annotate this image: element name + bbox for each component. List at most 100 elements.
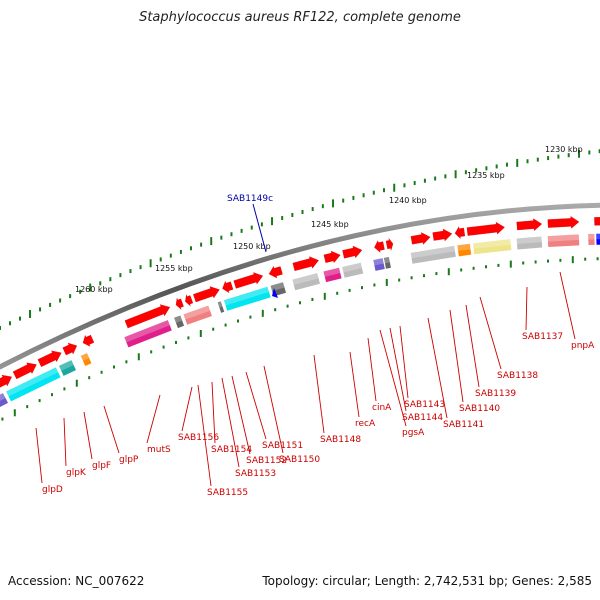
scale-tick xyxy=(119,273,122,278)
gene-arrow xyxy=(124,304,171,329)
scale-tick xyxy=(423,178,426,183)
scale-tick xyxy=(281,216,284,221)
scale-tick xyxy=(536,157,539,162)
gene-label: recA xyxy=(355,419,376,429)
scale-tick xyxy=(210,237,213,246)
inner-tick xyxy=(534,260,537,264)
inner-tick xyxy=(249,315,252,319)
inner-tick xyxy=(385,278,388,286)
scale-tick xyxy=(505,162,508,167)
scale-tick xyxy=(413,180,416,185)
inner-tick xyxy=(559,258,562,262)
gene-arrow xyxy=(342,245,363,259)
inner-tick xyxy=(237,319,239,323)
leader-line xyxy=(465,304,480,388)
inner-tick xyxy=(1,417,4,421)
gene-arrow xyxy=(37,350,62,367)
scale-tick xyxy=(598,149,600,154)
inner-tick xyxy=(596,257,599,261)
gene-block xyxy=(183,305,212,325)
gene-arrow xyxy=(516,218,543,231)
gene-block xyxy=(342,262,364,278)
leader-line xyxy=(427,317,448,419)
scale-tick xyxy=(352,195,355,200)
scale-label: 1260 kbp xyxy=(75,285,113,294)
inner-tick xyxy=(150,350,153,354)
scale-tick xyxy=(454,170,457,179)
gene-label: SAB1156 xyxy=(178,433,219,443)
inner-tick xyxy=(286,304,289,308)
gene-block xyxy=(516,236,543,250)
label-leader-lines xyxy=(35,271,576,487)
gene-arrow xyxy=(12,362,37,380)
genome-backbone xyxy=(0,202,600,370)
scale-tick xyxy=(444,174,447,179)
scale-tick xyxy=(495,164,498,169)
inner-tick xyxy=(398,278,401,282)
inner-tick xyxy=(51,393,53,397)
inner-tick xyxy=(13,409,16,417)
gene-label: SAB1155 xyxy=(207,488,248,498)
scale-tick xyxy=(567,153,570,158)
gene-block xyxy=(174,315,185,329)
inner-tick xyxy=(447,268,450,276)
scale-tick xyxy=(332,199,335,208)
focus-arrow-icon xyxy=(272,288,278,298)
leader-line xyxy=(525,286,528,331)
scale-tick xyxy=(557,154,560,159)
scale-tick xyxy=(169,253,172,258)
scale-tick xyxy=(393,183,396,192)
gene-label: SAB1137 xyxy=(522,332,563,342)
scale-tick xyxy=(179,249,182,254)
scale-tick xyxy=(485,166,488,171)
leader-line xyxy=(349,351,360,418)
gene-arrow xyxy=(374,240,385,253)
inner-tick xyxy=(261,309,264,317)
inner-tick xyxy=(373,283,376,287)
scale-tick xyxy=(526,159,529,164)
gene-label: glpF xyxy=(92,461,111,471)
gene-block xyxy=(0,393,9,411)
inner-tick xyxy=(435,272,438,276)
leader-line xyxy=(231,375,251,455)
inner-tick xyxy=(485,265,487,269)
gene-block xyxy=(410,245,456,264)
inner-tick xyxy=(522,261,525,265)
gene-arrow xyxy=(454,226,466,240)
inner-tick xyxy=(311,297,314,301)
gene-arrow xyxy=(222,280,234,294)
gene-arrow xyxy=(175,298,184,310)
scale-tick xyxy=(271,217,274,226)
inner-tick xyxy=(125,360,128,364)
scale-label: 1245 kbp xyxy=(311,220,349,229)
gene-block xyxy=(596,233,600,245)
gene-label: SAB1148 xyxy=(320,435,361,445)
scale-label: 1250 kbp xyxy=(233,242,271,251)
scale-tick xyxy=(129,269,132,274)
leader-line xyxy=(197,384,212,487)
gene-block xyxy=(383,256,391,269)
leader-line xyxy=(379,329,407,427)
genome-summary: Topology: circular; Length: 2,742,531 bp… xyxy=(262,574,592,588)
gene-label: glpP xyxy=(119,455,139,465)
inner-tick xyxy=(212,327,215,331)
inner-tick xyxy=(336,291,339,295)
gene-arrow xyxy=(268,266,283,279)
scale-tick xyxy=(79,289,82,294)
gene-arrow xyxy=(292,256,319,271)
leader-line xyxy=(245,371,267,440)
gene-label: SAB1143 xyxy=(404,400,445,410)
scale-tick xyxy=(383,188,386,193)
scale-label: 1255 kbp xyxy=(155,264,193,273)
scale-tick xyxy=(240,228,243,233)
gene-label: SAB1150 xyxy=(279,455,320,465)
scale-tick xyxy=(99,281,102,286)
scale-label: 1235 kbp xyxy=(467,171,505,180)
scale-tick xyxy=(372,190,375,195)
gene-label: cinA xyxy=(372,403,392,413)
scale-tick xyxy=(159,257,162,262)
focus-gene-label: SAB1149c xyxy=(227,194,273,204)
gene-label: SAB1139 xyxy=(475,389,516,399)
inner-tick xyxy=(274,308,277,312)
